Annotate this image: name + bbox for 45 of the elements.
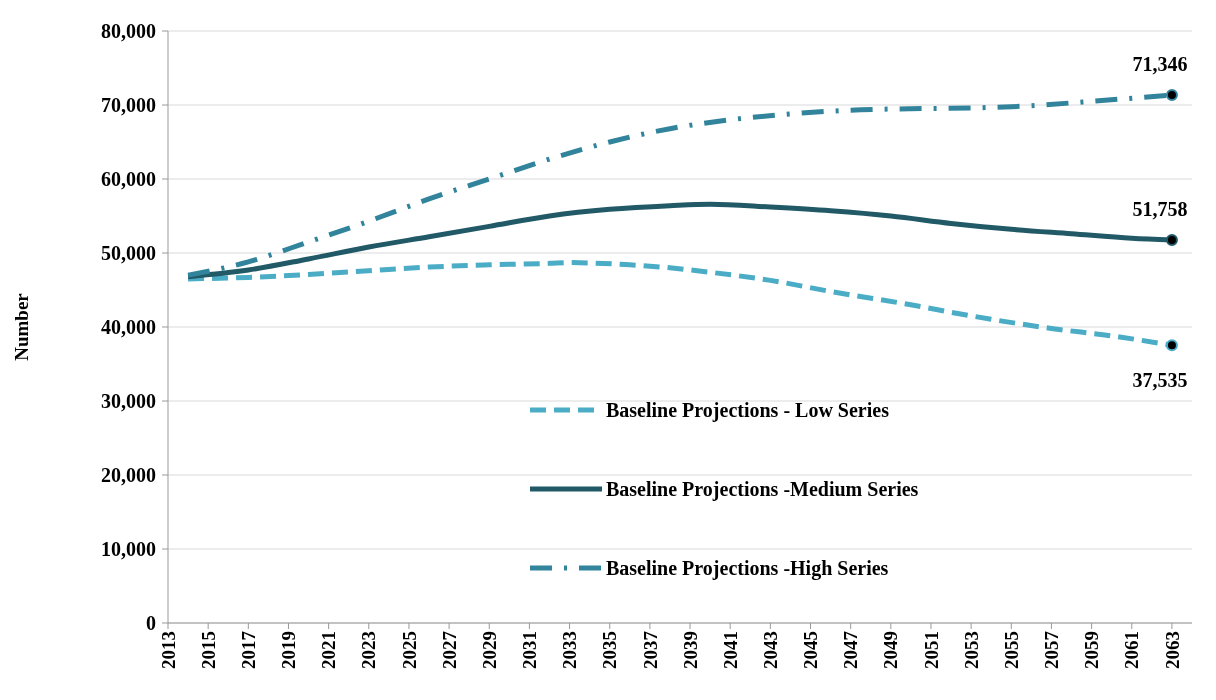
y-tick-label: 70,000 [101, 94, 156, 116]
point [1165, 233, 1178, 246]
y-tick-label: 20,000 [101, 464, 156, 486]
y-axis-title: Number [11, 292, 32, 361]
x-tick-label: 2045 [800, 631, 822, 669]
x-tick-label: 2057 [1041, 630, 1063, 669]
x-tick-label: 2015 [197, 631, 219, 669]
data-label: 51,758 [1132, 197, 1188, 220]
x-tick-label: 2061 [1121, 631, 1143, 669]
legend-label: Baseline Projections - Low Series [606, 399, 890, 422]
x-tick-label: 2031 [519, 631, 541, 669]
x-tick-label: 2049 [880, 631, 902, 669]
x-tick-label: 2013 [157, 631, 179, 669]
x-tick-label: 2051 [920, 631, 942, 669]
y-tick-label: 30,000 [101, 390, 156, 412]
legend-label: Baseline Projections -High Series [606, 557, 889, 580]
x-tick-label: 2025 [398, 631, 420, 669]
x-tick-label: 2059 [1081, 631, 1103, 669]
x-tick-label: 2047 [840, 630, 862, 669]
x-tick-label: 2053 [960, 631, 982, 669]
x-tick-label: 2035 [599, 631, 621, 669]
x-tick-label: 2041 [719, 631, 741, 669]
x-tick-label: 2027 [438, 630, 460, 669]
data-label: 71,346 [1132, 53, 1188, 76]
x-tick-label: 2021 [318, 631, 340, 669]
y-tick-label: 40,000 [101, 316, 156, 338]
y-tick-label: 80,000 [101, 20, 156, 42]
x-tick-label: 2019 [278, 631, 300, 669]
x-tick-label: 2043 [760, 631, 781, 669]
y-tick-label: 10,000 [101, 538, 156, 560]
x-tick-label: 2063 [1161, 631, 1183, 669]
x-tick-label: 2033 [559, 631, 581, 669]
x-tick-label: 2055 [1000, 631, 1022, 669]
y-tick-label: 50,000 [101, 242, 156, 264]
legend-label: Baseline Projections -Medium Series [606, 478, 919, 501]
point [1165, 89, 1178, 102]
y-tick-label: 60,000 [101, 168, 156, 190]
x-tick-label: 2017 [237, 630, 259, 669]
x-tick-label: 2029 [478, 631, 500, 669]
x-tick-label: 2039 [679, 631, 701, 669]
point [1165, 339, 1178, 352]
x-tick-label: 2023 [358, 631, 380, 669]
x-tick-label: 2037 [639, 630, 661, 669]
y-tick-label: 0 [146, 612, 156, 634]
data-label: 37,535 [1132, 369, 1188, 392]
